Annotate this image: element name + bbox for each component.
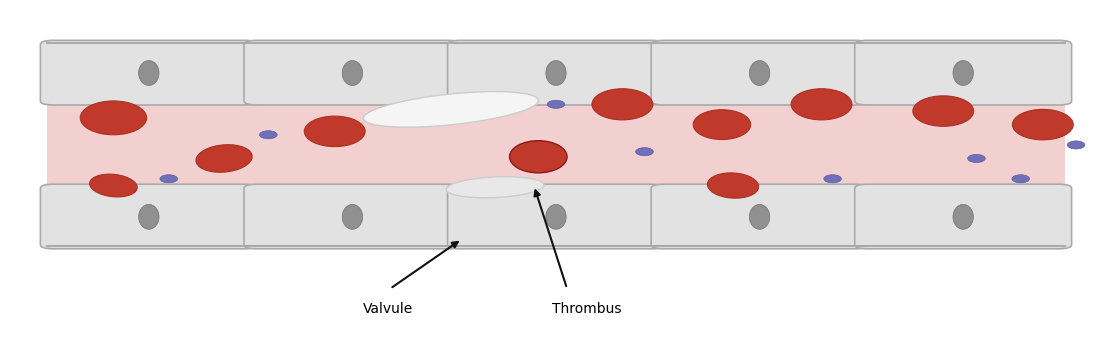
Ellipse shape (259, 131, 277, 139)
Ellipse shape (196, 145, 252, 172)
Ellipse shape (953, 204, 973, 229)
FancyBboxPatch shape (652, 184, 868, 249)
Ellipse shape (547, 100, 565, 108)
FancyBboxPatch shape (40, 40, 257, 105)
FancyBboxPatch shape (447, 184, 665, 249)
Ellipse shape (160, 175, 178, 183)
Ellipse shape (824, 175, 842, 183)
FancyBboxPatch shape (447, 40, 665, 105)
Bar (47, 103, 1065, 187)
FancyBboxPatch shape (244, 184, 460, 249)
Ellipse shape (509, 141, 567, 173)
Ellipse shape (546, 204, 566, 229)
Ellipse shape (342, 204, 363, 229)
Ellipse shape (707, 173, 758, 198)
Ellipse shape (342, 61, 363, 85)
FancyBboxPatch shape (244, 40, 460, 105)
Ellipse shape (446, 177, 544, 198)
Ellipse shape (139, 204, 159, 229)
Ellipse shape (90, 174, 137, 197)
Text: Valvule: Valvule (363, 302, 413, 316)
Ellipse shape (1012, 109, 1073, 140)
Ellipse shape (636, 148, 654, 156)
FancyBboxPatch shape (855, 184, 1072, 249)
Ellipse shape (967, 154, 985, 162)
Ellipse shape (139, 61, 159, 85)
Ellipse shape (305, 116, 365, 147)
Ellipse shape (953, 61, 973, 85)
Ellipse shape (913, 96, 974, 126)
Ellipse shape (1012, 175, 1030, 183)
Ellipse shape (693, 110, 751, 140)
FancyBboxPatch shape (652, 40, 868, 105)
Ellipse shape (80, 101, 147, 135)
Ellipse shape (749, 204, 770, 229)
Ellipse shape (592, 89, 653, 120)
Ellipse shape (749, 61, 770, 85)
Ellipse shape (546, 61, 566, 85)
Ellipse shape (364, 92, 538, 127)
Ellipse shape (1068, 141, 1085, 149)
FancyBboxPatch shape (855, 40, 1072, 105)
Ellipse shape (791, 89, 852, 120)
FancyBboxPatch shape (40, 184, 257, 249)
Text: Thrombus: Thrombus (553, 302, 622, 316)
